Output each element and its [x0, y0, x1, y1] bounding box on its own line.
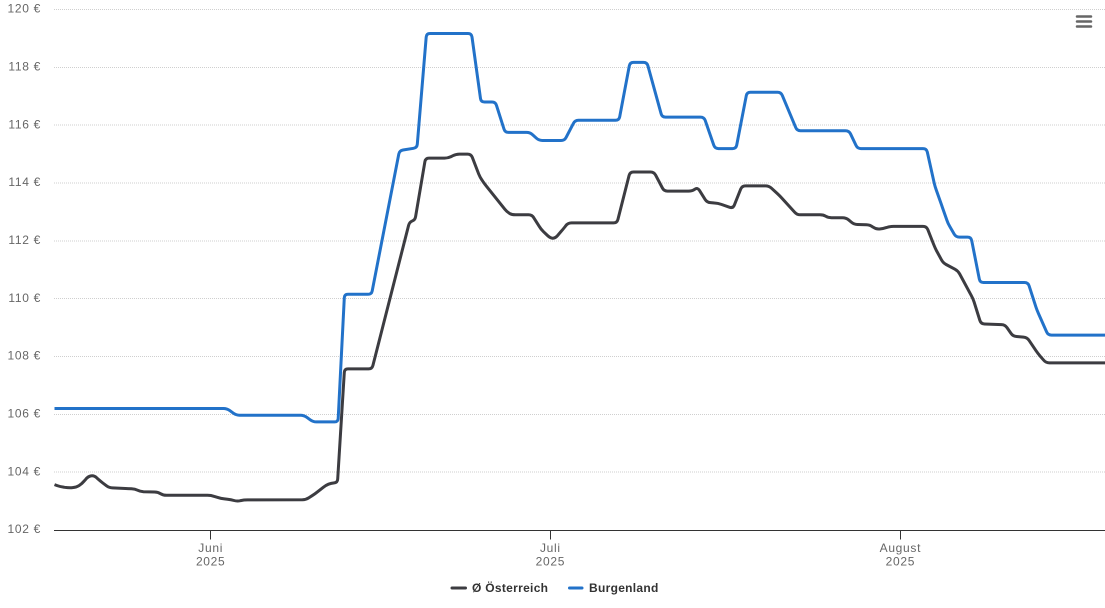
svg-text:Ø Österreich: Ø Österreich: [472, 580, 548, 595]
svg-text:108 €: 108 €: [7, 349, 41, 363]
svg-text:116 €: 116 €: [8, 117, 41, 131]
svg-text:120 €: 120 €: [7, 2, 41, 16]
svg-text:118 €: 118 €: [8, 60, 41, 74]
svg-text:114 €: 114 €: [8, 175, 41, 189]
svg-text:2025: 2025: [196, 555, 226, 569]
svg-text:Burgenland: Burgenland: [589, 581, 659, 595]
svg-text:112 €: 112 €: [8, 233, 41, 247]
svg-text:104 €: 104 €: [7, 464, 41, 478]
svg-text:110 €: 110 €: [8, 291, 41, 305]
svg-text:August: August: [880, 541, 922, 555]
svg-text:2025: 2025: [886, 555, 916, 569]
svg-text:Juli: Juli: [540, 541, 561, 555]
svg-text:2025: 2025: [536, 555, 566, 569]
svg-text:102 €: 102 €: [7, 522, 41, 536]
svg-text:Juni: Juni: [198, 541, 223, 555]
svg-text:106 €: 106 €: [7, 407, 41, 421]
